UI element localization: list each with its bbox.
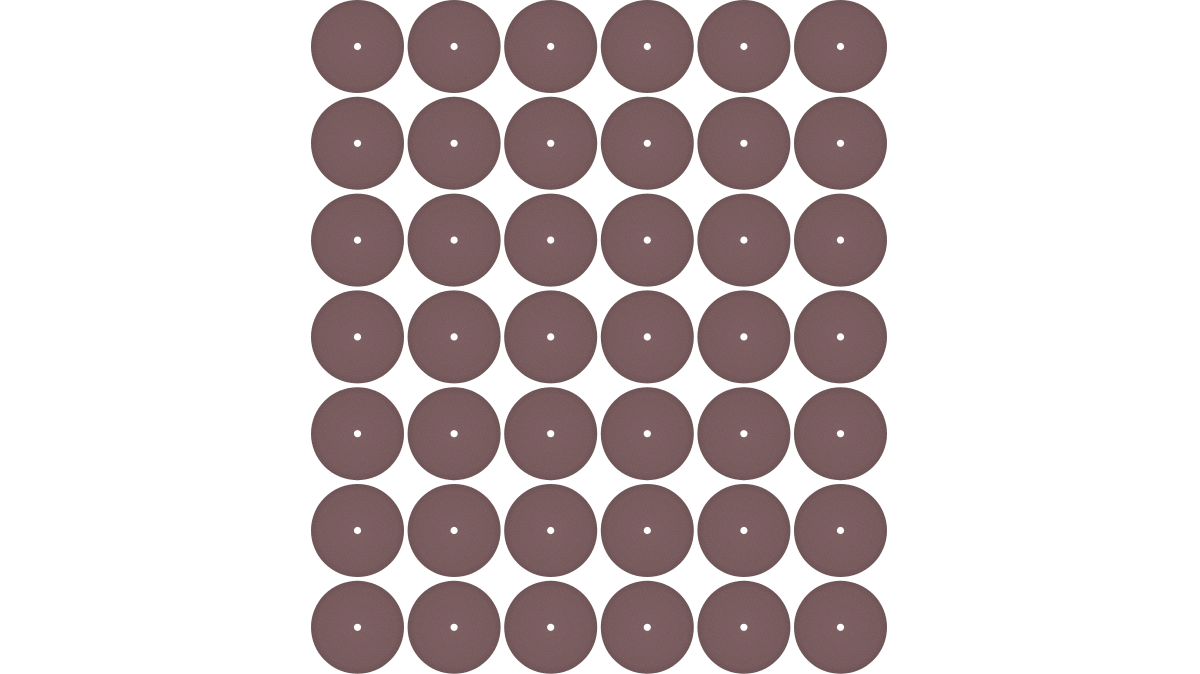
disc-hole — [740, 623, 748, 631]
disc-hole — [836, 526, 845, 535]
disc — [504, 387, 598, 481]
disc-hole — [353, 526, 362, 535]
disc — [600, 96, 694, 190]
disc — [311, 387, 404, 481]
disc — [504, 290, 598, 384]
disc-hole — [836, 430, 845, 438]
disc-hole — [740, 526, 748, 535]
disc — [311, 580, 404, 674]
disc — [697, 0, 791, 93]
disc — [504, 0, 598, 93]
disc-hole — [643, 139, 651, 147]
disc-hole — [547, 42, 555, 51]
disc-hole — [547, 236, 555, 244]
disc — [794, 193, 887, 287]
disc — [600, 193, 694, 287]
disc — [794, 290, 887, 384]
disc — [794, 484, 887, 577]
disc-hole — [740, 42, 748, 51]
disc — [697, 484, 791, 577]
disc — [407, 193, 501, 287]
disc-hole — [353, 42, 362, 51]
disc — [311, 0, 404, 93]
disc-hole — [353, 430, 362, 438]
disc-hole — [353, 623, 362, 631]
disc — [311, 484, 404, 577]
disc-hole — [547, 333, 555, 341]
disc — [407, 484, 501, 577]
disc — [504, 193, 598, 287]
disc — [407, 580, 501, 674]
disc-hole — [450, 526, 458, 535]
disc-hole — [450, 430, 458, 438]
disc-hole — [740, 333, 748, 341]
disc — [794, 580, 887, 674]
disc — [697, 580, 791, 674]
disc-hole — [643, 623, 651, 631]
disc-hole — [353, 236, 362, 244]
disc — [697, 96, 791, 190]
disc-hole — [450, 333, 458, 341]
disc-hole — [836, 623, 845, 631]
disc — [794, 0, 887, 93]
disc — [600, 0, 694, 93]
disc-hole — [643, 526, 651, 535]
disc-hole — [643, 430, 651, 438]
disc-hole — [740, 139, 748, 147]
disc — [311, 96, 404, 190]
disc — [697, 387, 791, 481]
disc-hole — [353, 333, 362, 341]
disc-hole — [547, 623, 555, 631]
disc — [697, 193, 791, 287]
disc-hole — [450, 139, 458, 147]
disc-hole — [836, 139, 845, 147]
disc — [311, 290, 404, 384]
disc-hole — [643, 333, 651, 341]
disc — [407, 96, 501, 190]
disc-hole — [836, 42, 845, 51]
disc-hole — [740, 236, 748, 244]
disc — [794, 387, 887, 481]
disc — [600, 290, 694, 384]
disc — [504, 484, 598, 577]
disc-hole — [740, 430, 748, 438]
disc — [600, 387, 694, 481]
disc-hole — [836, 333, 845, 341]
disc — [600, 580, 694, 674]
disc — [407, 387, 501, 481]
disc — [311, 193, 404, 287]
disc — [697, 290, 791, 384]
disc — [407, 290, 501, 384]
disc-hole — [643, 42, 651, 51]
disc-hole — [353, 139, 362, 147]
disc — [407, 0, 501, 93]
disc — [600, 484, 694, 577]
disc-hole — [547, 526, 555, 535]
disc-hole — [643, 236, 651, 244]
disc-hole — [450, 42, 458, 51]
disc — [794, 96, 887, 190]
disc-hole — [450, 623, 458, 631]
disc-hole — [450, 236, 458, 244]
disc — [504, 580, 598, 674]
disc — [504, 96, 598, 190]
disc-hole — [547, 430, 555, 438]
disc-hole — [836, 236, 845, 244]
disc-hole — [547, 139, 555, 147]
